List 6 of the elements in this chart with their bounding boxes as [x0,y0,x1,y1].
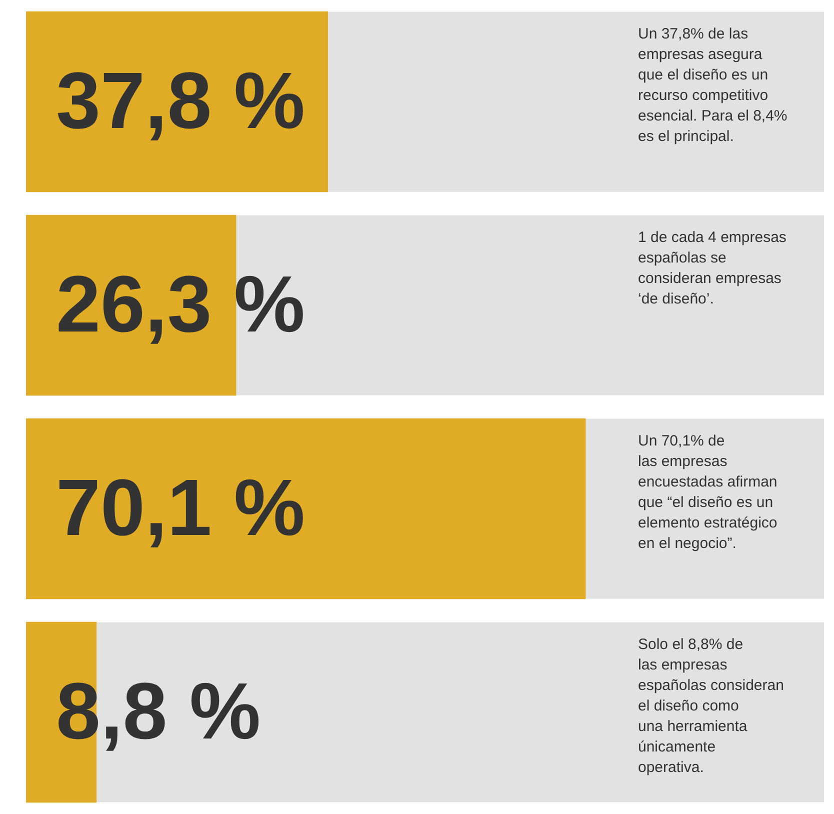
annotation: 1 de cada 4 empresas españolas se consideran empresas ‘de diseño’. [638,228,786,308]
annotation: Un 37,8% de las empresas asegura que el diseño es un recurso competitivo esencial. Para el 8,4% es el principal. [638,25,788,145]
data-label: 70,1 % [56,462,306,552]
annotation: Solo el 8,8% de las empresas españolas consideran el diseño como una herramienta únicamente operativa. [638,636,784,776]
data-label: 37,8 % [56,56,306,145]
annotation: Un 70,1% de las empresas encuestadas afirman que “el diseño es un elemento estratégico en el negocio”. [638,432,778,552]
